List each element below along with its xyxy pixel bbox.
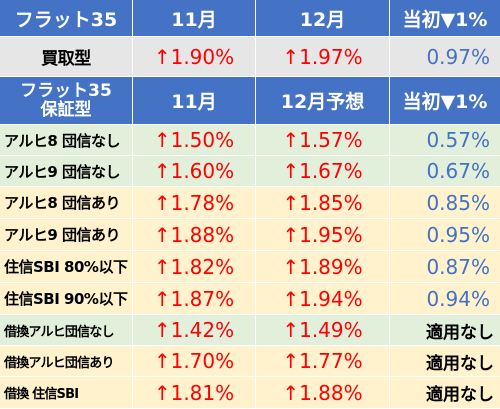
- table-row: 借換アルヒ団信なし ↑1.42% ↑1.49% 適用なし: [0, 315, 500, 346]
- rate-dec: ↑1.94%: [256, 283, 390, 315]
- table-row: 住信SBI 90%以下 ↑1.87% ↑1.94% 0.94%: [0, 283, 500, 315]
- header-title-line1: フラット35: [20, 80, 112, 101]
- header-title-line2: 保証型: [40, 99, 92, 120]
- rate-nov: ↑1.82%: [133, 251, 256, 283]
- table-row: アルヒ9 団信あり ↑1.88% ↑1.95% 0.95%: [0, 219, 500, 251]
- rate-nov: ↑1.70%: [133, 346, 256, 377]
- table-row: アルヒ8 団信なし ↑1.50% ↑1.57% 0.57%: [0, 125, 500, 156]
- rate-initial: 0.67%: [390, 156, 500, 187]
- rate-nov: ↑1.50%: [133, 125, 256, 156]
- rate-initial: 適用なし: [390, 346, 500, 377]
- row-label: アルヒ9 団信なし: [0, 156, 133, 187]
- header-col-nov: 11月: [133, 0, 256, 37]
- rate-initial: 適用なし: [390, 315, 500, 346]
- rate-dec: ↑1.89%: [256, 251, 390, 283]
- rate-nov: ↑1.78%: [133, 187, 256, 219]
- row-label: 買取型: [0, 37, 133, 77]
- rate-dec: ↑1.95%: [256, 219, 390, 251]
- header-col-dec-forecast: 12月予想: [256, 77, 390, 125]
- rate-nov: ↑1.87%: [133, 283, 256, 315]
- row-label: アルヒ8 団信あり: [0, 187, 133, 219]
- row-label: 借換 住信SBI: [0, 377, 133, 409]
- rate-nov: ↑1.90%: [133, 37, 256, 77]
- rate-dec: ↑1.97%: [256, 37, 390, 77]
- header-col-initial: 当初▼1%: [390, 0, 500, 37]
- rate-nov: ↑1.60%: [133, 156, 256, 187]
- rate-initial: 適用なし: [390, 377, 500, 409]
- header-row-flat35: フラット35 11月 12月 当初▼1%: [0, 0, 500, 37]
- row-label: アルヒ9 団信あり: [0, 219, 133, 251]
- row-label: 住信SBI 90%以下: [0, 283, 133, 315]
- table-row: アルヒ8 団信あり ↑1.78% ↑1.85% 0.85%: [0, 187, 500, 219]
- table-row: 住信SBI 80%以下 ↑1.82% ↑1.89% 0.87%: [0, 251, 500, 283]
- rate-initial: 0.87%: [390, 251, 500, 283]
- table-row-kaitori: 買取型 ↑1.90% ↑1.97% 0.97%: [0, 37, 500, 77]
- rate-initial: 0.57%: [390, 125, 500, 156]
- header-col-dec: 12月: [256, 0, 390, 37]
- header-title: フラット35: [0, 0, 133, 37]
- header-col-nov: 11月: [133, 77, 256, 125]
- rate-nov: ↑1.88%: [133, 219, 256, 251]
- header-col-initial: 当初▼1%: [390, 77, 500, 125]
- rate-dec: ↑1.88%: [256, 377, 390, 409]
- header-row-hosho: フラット35 保証型 11月 12月予想 当初▼1%: [0, 77, 500, 125]
- rate-dec: ↑1.77%: [256, 346, 390, 377]
- rate-initial: 0.95%: [390, 219, 500, 251]
- rate-dec: ↑1.49%: [256, 315, 390, 346]
- rate-dec: ↑1.57%: [256, 125, 390, 156]
- table-row: 借換 住信SBI ↑1.81% ↑1.88% 適用なし: [0, 377, 500, 409]
- rate-initial: 0.85%: [390, 187, 500, 219]
- rate-initial: 0.97%: [390, 37, 500, 77]
- table-row: 借換アルヒ団信あり ↑1.70% ↑1.77% 適用なし: [0, 346, 500, 377]
- rate-nov: ↑1.81%: [133, 377, 256, 409]
- row-label: 借換アルヒ団信なし: [0, 315, 133, 346]
- rate-initial: 0.94%: [390, 283, 500, 315]
- rate-dec: ↑1.85%: [256, 187, 390, 219]
- row-label: 住信SBI 80%以下: [0, 251, 133, 283]
- table-row: アルヒ9 団信なし ↑1.60% ↑1.67% 0.67%: [0, 156, 500, 187]
- header-title-hosho: フラット35 保証型: [0, 77, 133, 125]
- row-label: 借換アルヒ団信あり: [0, 346, 133, 377]
- row-label: アルヒ8 団信なし: [0, 125, 133, 156]
- rate-nov: ↑1.42%: [133, 315, 256, 346]
- rate-dec: ↑1.67%: [256, 156, 390, 187]
